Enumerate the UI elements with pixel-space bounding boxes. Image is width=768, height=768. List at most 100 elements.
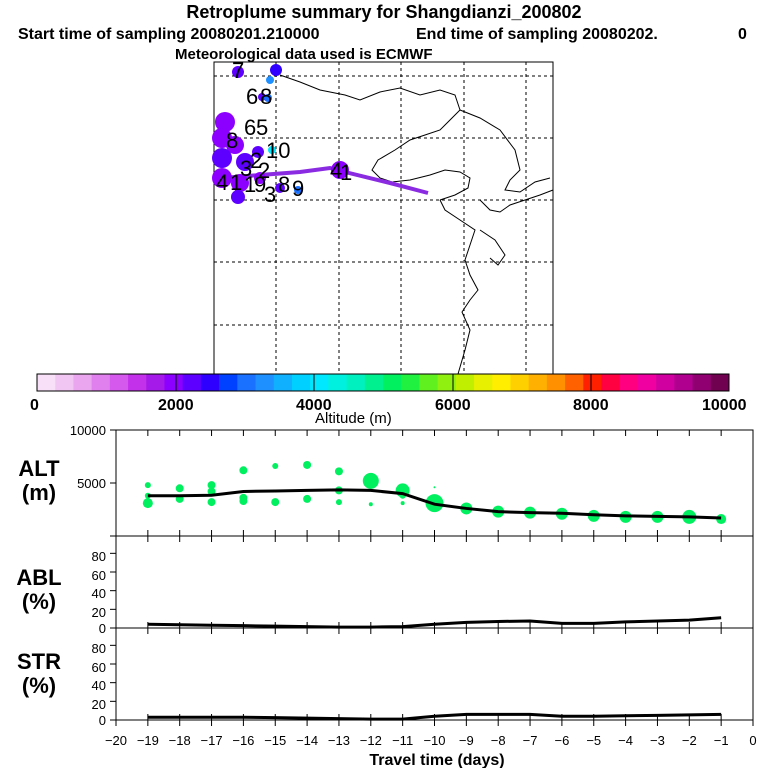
- alt-data-point: [239, 497, 248, 506]
- map-day-label: 4: [216, 170, 228, 195]
- alt-data-point: [239, 466, 248, 475]
- map-cluster-marker: [212, 168, 232, 188]
- str-ytick-label: 0: [99, 713, 106, 728]
- x-tick-label: 0: [749, 733, 756, 748]
- colorbar-cell: [546, 374, 566, 391]
- colorbar-cell: [146, 374, 165, 391]
- map-cluster-marker: [226, 136, 244, 154]
- map-day-label: 2: [258, 158, 270, 183]
- str-ylabel-line2: (%): [21, 673, 57, 698]
- map-cluster-marker: [268, 146, 276, 154]
- str-ylabel-line1: STR: [17, 649, 61, 674]
- map-cluster-marker: [212, 148, 232, 168]
- str-ytick-label: 60: [92, 660, 106, 675]
- map-cluster-marker: [331, 161, 349, 179]
- alt-data-point: [334, 467, 343, 476]
- colorbar-cell: [637, 374, 657, 391]
- map-day-label: 6: [244, 115, 256, 140]
- met-data-label: Meteorological data used is ECMWF: [175, 46, 433, 63]
- x-tick-label: −19: [137, 733, 159, 748]
- map-day-label: 10: [266, 138, 290, 163]
- colorbar-cell: [583, 374, 603, 391]
- colorbar-cell: [401, 374, 420, 391]
- x-tick-label: −16: [232, 733, 254, 748]
- y-ticks: [110, 429, 116, 721]
- colorbar-cell: [255, 374, 275, 391]
- x-tick-label: −3: [650, 733, 665, 748]
- map-cluster-marker: [236, 153, 254, 171]
- colorbar-cell: [219, 374, 238, 391]
- map-day-label: 4: [330, 158, 342, 183]
- colorbar-cell: [419, 374, 439, 391]
- map-cluster-marker: [215, 112, 235, 132]
- x-tick-label: −18: [169, 733, 191, 748]
- map-cluster-marker: [266, 76, 274, 84]
- altitude-colorbar: 0 2000 4000 6000 8000 10000 Altitude (m): [30, 373, 747, 427]
- x-tick-label: −4: [618, 733, 633, 748]
- map-day-label: 7: [232, 58, 244, 83]
- x-tick-label: −14: [296, 733, 318, 748]
- x-tick-label: −15: [264, 733, 286, 748]
- colorbar-cell: [237, 374, 257, 391]
- x-tick-label: −1: [714, 733, 729, 748]
- panel-frames: [115, 429, 754, 721]
- colorbar-tick-label: 2000: [158, 397, 194, 414]
- map-coastline: [279, 74, 554, 375]
- colorbar-cell: [128, 374, 147, 391]
- alt-data-point: [207, 498, 216, 507]
- colorbar-cell: [73, 374, 93, 391]
- str-ytick-label: 40: [92, 678, 106, 693]
- trajectory-map: 7 6 8 6 5 8 2 10 3 2 4 1 1 9 3 8 9 4 1: [212, 58, 554, 375]
- abl-ylabel-line1: ABL: [16, 565, 62, 590]
- colorbar-cell: [710, 374, 730, 391]
- alt-data-point: [271, 498, 280, 507]
- x-tick-label: −7: [523, 733, 538, 748]
- colorbar-cell: [91, 374, 111, 391]
- series-lines: [147, 488, 722, 721]
- colorbar-cell: [328, 374, 348, 391]
- colorbar-cell: [364, 374, 384, 391]
- colorbar-cell: [619, 374, 639, 391]
- map-day-label: 1: [230, 170, 242, 195]
- alt-mean-line: [147, 488, 722, 520]
- alt-ylabel-line2: (m): [21, 480, 57, 505]
- alt-data-point: [272, 463, 279, 470]
- map-day-labels: 7 6 8 6 5 8 2 10 3 2 4 1 1 9 3 8 9 4 1: [216, 58, 352, 207]
- map-day-label: 6: [246, 84, 258, 109]
- map-gridlines: [214, 62, 553, 374]
- colorbar-cell: [182, 374, 202, 391]
- colorbar-cell: [291, 374, 311, 391]
- alt-data-point: [142, 498, 153, 509]
- colorbar-cell: [109, 374, 129, 391]
- x-tick-label: −20: [105, 733, 127, 748]
- alt-ylabel-line1: ALT: [18, 456, 60, 481]
- x-tick-label: −6: [554, 733, 569, 748]
- x-tick-label: −9: [459, 733, 474, 748]
- colorbar-cell: [200, 374, 220, 391]
- x-tick-label: −10: [423, 733, 445, 748]
- map-day-label: 8: [278, 172, 290, 197]
- map-cluster-marker: [231, 190, 245, 204]
- colorbar-cells: [37, 374, 730, 391]
- str-ytick-label: 80: [92, 641, 106, 656]
- abl-ylabel-line2: (%): [21, 589, 57, 614]
- map-cluster-marker: [294, 186, 302, 194]
- chart-title: Retroplume summary for Shangdianzi_20080…: [186, 2, 582, 22]
- colorbar-cell: [528, 374, 548, 391]
- colorbar-cell: [474, 374, 493, 391]
- colorbar-tick-label: 8000: [573, 397, 609, 414]
- colorbar-cell: [383, 374, 402, 391]
- alt-data-point: [362, 472, 379, 489]
- map-cluster-marker: [275, 183, 285, 193]
- abl-ytick-label: 40: [92, 586, 106, 601]
- alt-data-point: [433, 486, 436, 489]
- colorbar-cell: [674, 374, 694, 391]
- x-axis-label: Travel time (days): [369, 752, 504, 768]
- alt-ytick-label: 10000: [70, 423, 106, 438]
- colorbar-xlabel: Altitude (m): [315, 410, 392, 427]
- x-tick-label: −8: [491, 733, 506, 748]
- x-tick-label: −11: [392, 733, 413, 748]
- colorbar-cell: [510, 374, 530, 391]
- alt-data-point: [335, 499, 342, 506]
